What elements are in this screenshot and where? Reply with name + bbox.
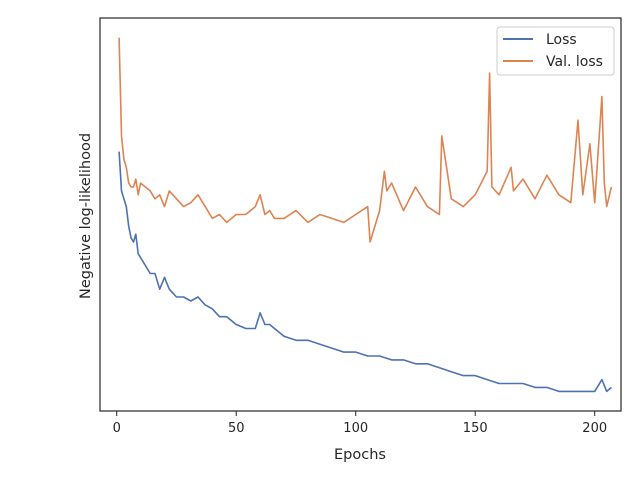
y-axis-label: Negative log-likelihood <box>78 133 94 299</box>
plot-area <box>118 37 613 393</box>
legend: Loss Val. loss <box>496 26 615 76</box>
x-axis-ticks: 0 50 100 150 200 <box>113 411 607 436</box>
x-tick-label: 100 <box>343 421 368 436</box>
x-axis-label: Epochs <box>334 447 386 463</box>
legend-label-loss: Loss <box>546 32 577 48</box>
x-tick-label: 150 <box>463 421 488 436</box>
series-line-val-loss <box>118 37 613 243</box>
x-tick-label: 0 <box>113 421 121 436</box>
axes-frame <box>99 17 622 412</box>
legend-label-val-loss: Val. loss <box>546 54 603 70</box>
x-tick-label: 50 <box>228 421 245 436</box>
x-tick-label: 200 <box>582 421 607 436</box>
series-line-loss <box>118 151 612 393</box>
